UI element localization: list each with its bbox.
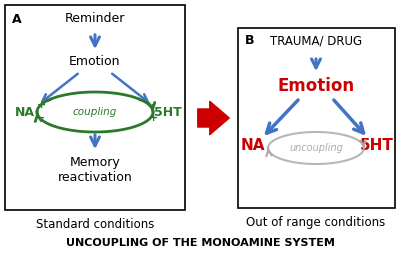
FancyBboxPatch shape xyxy=(5,5,185,210)
Text: +: + xyxy=(37,100,47,110)
Text: Memory
reactivation: Memory reactivation xyxy=(58,156,132,184)
Text: Out of range conditions: Out of range conditions xyxy=(246,216,386,229)
Text: NA: NA xyxy=(15,106,35,118)
Text: +: + xyxy=(148,113,158,123)
Text: B: B xyxy=(245,34,254,47)
Text: coupling: coupling xyxy=(73,107,117,117)
Text: uncoupling: uncoupling xyxy=(289,143,343,153)
FancyBboxPatch shape xyxy=(238,28,395,208)
Text: Reminder: Reminder xyxy=(65,12,125,25)
Text: 5HT: 5HT xyxy=(360,138,394,152)
Text: Emotion: Emotion xyxy=(278,77,354,95)
Text: A: A xyxy=(12,13,22,26)
Text: 5HT: 5HT xyxy=(154,106,182,118)
Text: Emotion: Emotion xyxy=(69,55,121,68)
Text: NA: NA xyxy=(241,138,265,152)
Text: Standard conditions: Standard conditions xyxy=(36,218,154,231)
Text: -: - xyxy=(40,113,44,123)
Text: TRAUMA/ DRUG: TRAUMA/ DRUG xyxy=(270,34,362,47)
FancyArrowPatch shape xyxy=(198,101,229,135)
Text: -: - xyxy=(151,100,155,110)
Text: UNCOUPLING OF THE MONOAMINE SYSTEM: UNCOUPLING OF THE MONOAMINE SYSTEM xyxy=(66,238,334,248)
